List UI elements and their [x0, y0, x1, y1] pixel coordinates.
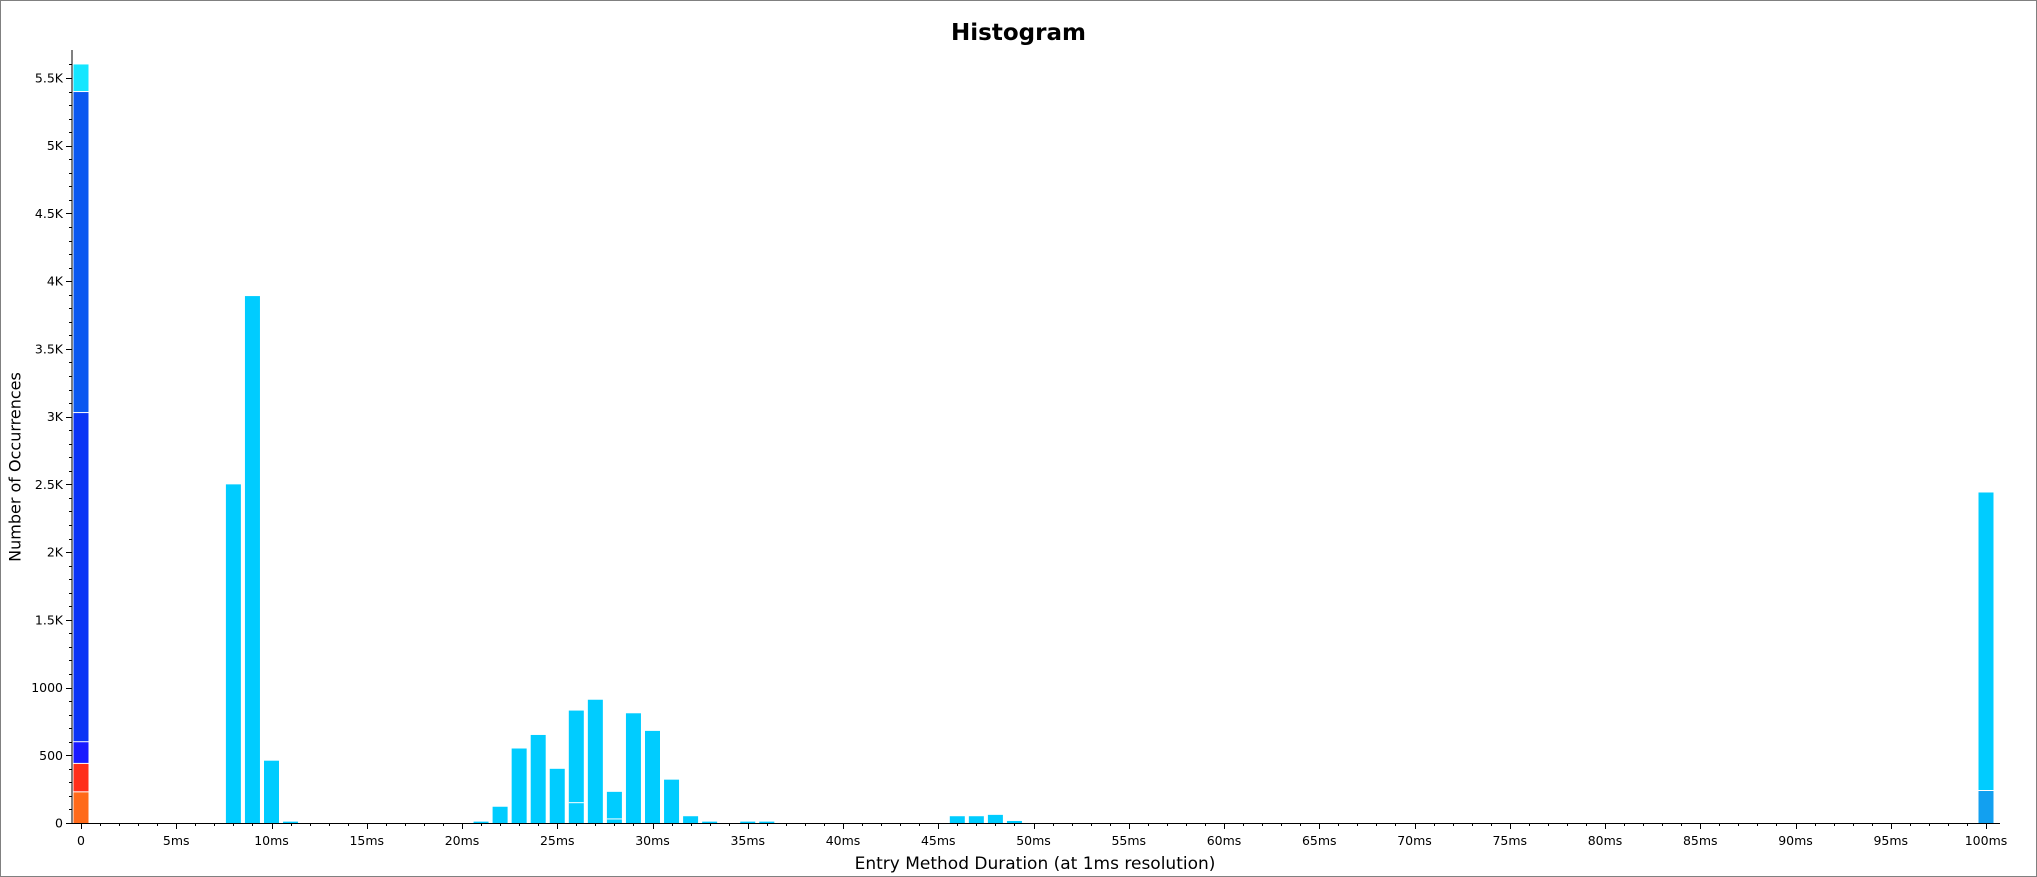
- bar-segment: [683, 816, 699, 823]
- x-tick-label: 85ms: [1683, 833, 1718, 848]
- y-tick-label: 2.5K: [35, 477, 64, 492]
- x-tick-label: 55ms: [1111, 833, 1146, 848]
- bar-segment: [1978, 790, 1994, 823]
- bar-segment: [664, 779, 680, 823]
- bar-25ms: [549, 768, 565, 823]
- y-tick-label: 4K: [47, 274, 64, 289]
- bar-10ms: [264, 760, 279, 823]
- x-tick-label: 90ms: [1778, 833, 1813, 848]
- bar-segment: [73, 64, 89, 92]
- bar-49ms: [1006, 820, 1022, 823]
- x-tick-label: 5ms: [163, 833, 190, 848]
- y-tick-label: 2K: [47, 545, 64, 560]
- x-tick-label: 30ms: [635, 833, 670, 848]
- bar-segment: [625, 713, 641, 823]
- bar-segment: [702, 821, 718, 823]
- x-axis-label: Entry Method Duration (at 1ms resolution…: [854, 854, 1216, 874]
- bar-segment: [606, 818, 622, 823]
- bar-24ms: [530, 734, 546, 823]
- bar-segment: [568, 802, 584, 823]
- bar-0ms: [73, 64, 89, 823]
- bar-segment: [264, 760, 279, 823]
- bar-segment: [587, 699, 603, 823]
- bar-48ms: [987, 814, 1003, 823]
- bar-46ms: [949, 816, 965, 823]
- x-tick-label: 45ms: [921, 833, 956, 848]
- bar-segment: [987, 814, 1003, 823]
- bar-segment: [606, 791, 622, 819]
- bar-28ms: [606, 791, 622, 823]
- bar-26ms: [568, 710, 584, 823]
- axes-layer: 0 500 1000 1.5K 2K 2.5K 3K 3.5K 4K 4.5K 5K 5.5K 0 5ms…: [31, 50, 2007, 848]
- bar-segment: [759, 821, 775, 823]
- bar-27ms: [587, 699, 603, 823]
- bar-segment: [225, 484, 241, 823]
- x-tick-label: 50ms: [1016, 833, 1051, 848]
- bar-32ms: [683, 816, 699, 823]
- x-tick-label: 25ms: [540, 833, 575, 848]
- bar-segment: [511, 748, 527, 823]
- bar-36ms: [759, 821, 775, 823]
- x-tick-label: 35ms: [730, 833, 765, 848]
- bar-100ms: [1978, 492, 1994, 823]
- x-tick-label: 20ms: [445, 833, 480, 848]
- bar-30ms: [645, 730, 660, 823]
- bar-35ms: [740, 821, 756, 823]
- bar-segment: [549, 768, 565, 823]
- bar-33ms: [702, 821, 718, 823]
- y-tick-label: 1.5K: [35, 612, 64, 627]
- y-tick-label: 4.5K: [35, 206, 64, 221]
- x-tick-label: 10ms: [254, 833, 289, 848]
- bar-29ms: [625, 713, 641, 823]
- bar-segment: [73, 741, 89, 764]
- bar-31ms: [664, 779, 680, 823]
- bar-22ms: [492, 806, 508, 823]
- bar-segment: [1006, 820, 1022, 823]
- y-tick-label: 500: [39, 748, 63, 763]
- bar-21ms: [473, 821, 489, 823]
- y-tick-label: 1000: [31, 680, 63, 695]
- bar-segment: [568, 710, 584, 803]
- bar-segment: [473, 821, 489, 823]
- bar-segment: [73, 763, 89, 792]
- bar-segment: [949, 816, 965, 823]
- bar-9ms: [244, 296, 260, 824]
- bar-segment: [244, 296, 260, 824]
- y-tick-label: 0: [55, 816, 63, 831]
- chart-title: Histogram: [951, 20, 1086, 46]
- x-tick-label: 40ms: [826, 833, 861, 848]
- x-tick-label: 70ms: [1397, 833, 1432, 848]
- y-tick-label: 5K: [47, 138, 64, 153]
- x-tick-label: 75ms: [1492, 833, 1527, 848]
- bar-segment: [740, 821, 756, 823]
- x-tick-label: 60ms: [1207, 833, 1242, 848]
- bar-segment: [73, 412, 89, 742]
- x-tick-label: 15ms: [349, 833, 384, 848]
- x-tick-label: 0: [77, 833, 85, 848]
- bar-segment: [73, 791, 89, 823]
- y-tick-label: 5.5K: [35, 71, 64, 86]
- bar-8ms: [225, 484, 241, 823]
- bar-47ms: [968, 816, 984, 823]
- bar-11ms: [283, 821, 299, 823]
- x-tick-label: 100ms: [1965, 833, 2008, 848]
- bar-segment: [73, 91, 89, 413]
- bars-layer: [73, 64, 1994, 824]
- y-tick-label: 3.5K: [35, 341, 64, 356]
- bar-segment: [645, 730, 660, 823]
- bar-23ms: [511, 748, 527, 823]
- bar-segment: [283, 821, 299, 823]
- bar-segment: [492, 806, 508, 823]
- x-tick-label: 80ms: [1588, 833, 1623, 848]
- bar-segment: [530, 734, 546, 823]
- y-tick-label: 3K: [47, 409, 64, 424]
- bar-segment: [968, 816, 984, 823]
- x-tick-label: 65ms: [1302, 833, 1337, 848]
- bar-segment: [1978, 492, 1994, 791]
- x-tick-label: 95ms: [1873, 833, 1908, 848]
